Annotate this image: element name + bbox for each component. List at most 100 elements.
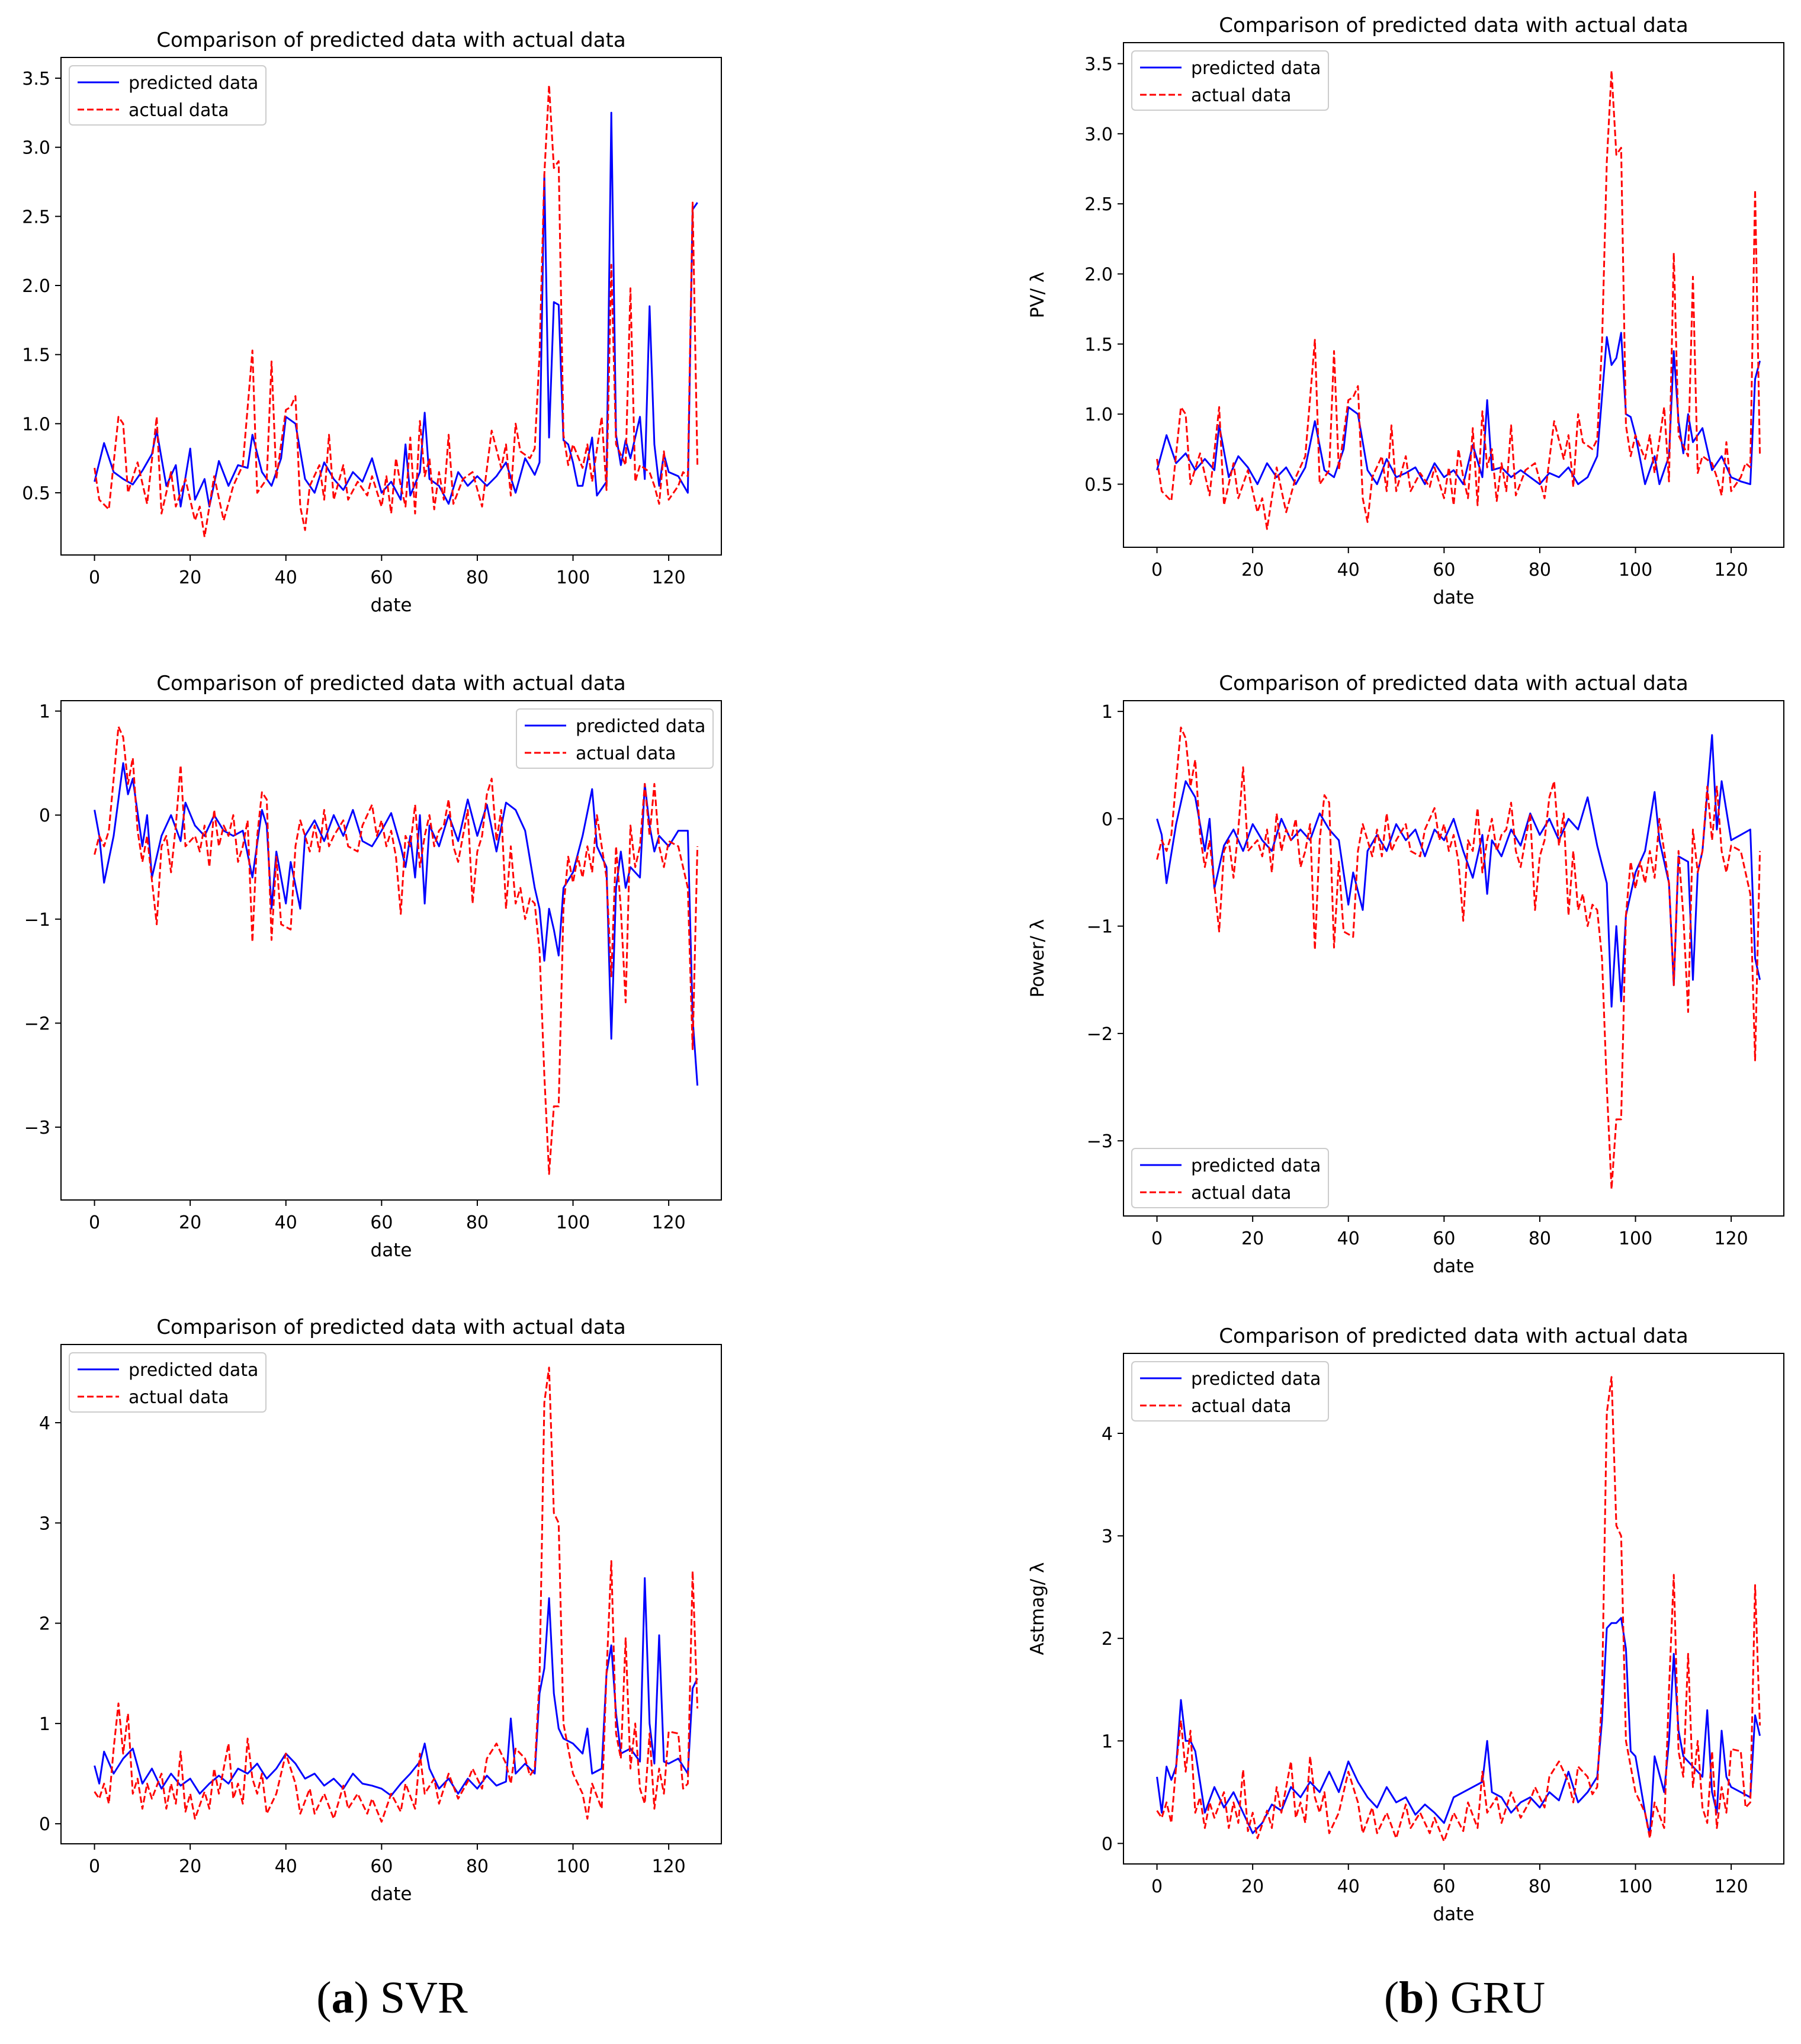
x-tick-label: 120 bbox=[651, 1856, 685, 1877]
x-tick-label: 80 bbox=[466, 567, 489, 588]
actual-data-line bbox=[94, 1366, 699, 1823]
y-tick-label: 2.0 bbox=[1084, 265, 1113, 285]
x-axis-label: date bbox=[371, 1240, 412, 1261]
x-tick-label: 40 bbox=[1337, 1876, 1360, 1897]
predicted-data-line bbox=[94, 762, 699, 1086]
legend: predicted data actual data bbox=[69, 65, 267, 126]
x-tick-label: 120 bbox=[1714, 1876, 1748, 1897]
x-tick-label: 80 bbox=[1529, 560, 1551, 580]
y-tick-label: 3 bbox=[39, 1513, 50, 1534]
x-tick-label: 20 bbox=[179, 1856, 201, 1877]
legend: predicted data actual data bbox=[1131, 1148, 1329, 1208]
legend-actual-label: actual data bbox=[1191, 85, 1291, 106]
y-tick-label: 2 bbox=[1102, 1629, 1113, 1650]
x-axis-label: date bbox=[371, 1883, 412, 1905]
y-tick-label: 1.5 bbox=[22, 345, 50, 366]
axes-frame bbox=[1123, 700, 1784, 1217]
legend-actual-label: actual data bbox=[1191, 1396, 1291, 1417]
y-tick-label: 2 bbox=[39, 1614, 50, 1635]
legend-actual-label: actual data bbox=[576, 743, 676, 764]
y-tick-label: 1.0 bbox=[1084, 405, 1113, 425]
x-tick-label: 20 bbox=[1241, 1228, 1264, 1249]
x-tick-label: 100 bbox=[1619, 1876, 1652, 1897]
caption-svr-name: SVR bbox=[380, 1973, 468, 2023]
y-tick-label: 2.5 bbox=[1084, 194, 1113, 215]
y-tick-label: 1.0 bbox=[22, 414, 50, 435]
caption-svr: (a) SVR bbox=[316, 1973, 468, 2023]
x-tick-label: 120 bbox=[1714, 560, 1748, 580]
axes-frame bbox=[60, 57, 722, 556]
x-tick-label: 80 bbox=[466, 1212, 489, 1233]
legend-predicted-label: predicted data bbox=[129, 73, 258, 94]
y-axis-label: Power/ λ bbox=[1027, 919, 1048, 997]
x-tick-label: 40 bbox=[275, 1856, 297, 1877]
y-tick-label: 3.0 bbox=[1084, 124, 1113, 145]
chart-title: Comparison of predicted data with actual… bbox=[156, 1315, 625, 1339]
y-axis-label: PV/ λ bbox=[1027, 272, 1048, 319]
x-tick-label: 80 bbox=[1529, 1876, 1551, 1897]
x-tick-label: 40 bbox=[275, 1212, 297, 1233]
chart-title: Comparison of predicted data with actual… bbox=[156, 28, 625, 52]
x-tick-label: 20 bbox=[179, 1212, 201, 1233]
x-tick-label: 80 bbox=[1529, 1228, 1551, 1249]
y-tick-label: −2 bbox=[1087, 1024, 1113, 1045]
chart-title: Comparison of predicted data with actual… bbox=[1219, 14, 1688, 37]
x-tick-label: 40 bbox=[1337, 1228, 1360, 1249]
x-tick-label: 100 bbox=[556, 567, 590, 588]
y-tick-label: 3.0 bbox=[22, 138, 50, 159]
y-tick-label: 1 bbox=[1102, 702, 1113, 723]
x-tick-label: 100 bbox=[556, 1856, 590, 1877]
x-tick-label: 100 bbox=[1619, 560, 1652, 580]
y-tick-label: 1.5 bbox=[1084, 335, 1113, 355]
x-tick-label: 0 bbox=[1151, 1228, 1163, 1249]
y-tick-label: −2 bbox=[24, 1013, 50, 1034]
actual-data-line bbox=[94, 84, 699, 538]
y-tick-label: 4 bbox=[39, 1413, 50, 1434]
actual-data-line bbox=[94, 726, 699, 1175]
x-tick-label: 100 bbox=[556, 1212, 590, 1233]
legend-actual-label: actual data bbox=[129, 1387, 229, 1408]
y-tick-label: 2.0 bbox=[22, 276, 50, 297]
legend: predicted data actual data bbox=[1131, 50, 1329, 111]
chart-gru-astmag: Comparison of predicted data with actual… bbox=[1027, 1324, 1784, 1925]
legend: predicted data actual data bbox=[1131, 1361, 1329, 1422]
x-axis-label: date bbox=[371, 595, 412, 616]
actual-data-line bbox=[1156, 726, 1761, 1191]
chart-svr-pv: Comparison of predicted data with actual… bbox=[22, 28, 722, 616]
chart-title: Comparison of predicted data with actual… bbox=[1219, 672, 1688, 695]
chart-title: Comparison of predicted data with actual… bbox=[156, 672, 625, 695]
y-tick-label: 3.5 bbox=[22, 69, 50, 89]
y-tick-label: 1 bbox=[39, 1714, 50, 1735]
y-tick-label: 4 bbox=[1102, 1424, 1113, 1445]
legend-predicted-label: predicted data bbox=[1191, 1156, 1321, 1176]
actual-data-line bbox=[1156, 69, 1761, 530]
x-tick-label: 0 bbox=[89, 567, 100, 588]
caption-gru: (b) GRU bbox=[1383, 1973, 1546, 2023]
axes-frame bbox=[60, 700, 722, 1201]
x-tick-label: 0 bbox=[89, 1856, 100, 1877]
x-tick-label: 60 bbox=[370, 567, 393, 588]
predicted-data-line bbox=[1156, 332, 1761, 485]
y-tick-label: 1 bbox=[1102, 1731, 1113, 1752]
y-axis-label: Astmag/ λ bbox=[1027, 1562, 1048, 1655]
chart-gru-pv: Comparison of predicted data with actual… bbox=[1027, 14, 1784, 608]
chart-gru-power: Comparison of predicted data with actual… bbox=[1027, 672, 1784, 1277]
chart-title: Comparison of predicted data with actual… bbox=[1219, 1324, 1688, 1348]
x-tick-label: 0 bbox=[1151, 560, 1163, 580]
legend-predicted-label: predicted data bbox=[576, 716, 705, 737]
x-tick-label: 60 bbox=[1433, 1876, 1455, 1897]
caption-svr-letter: a bbox=[331, 1973, 354, 2023]
legend-predicted-label: predicted data bbox=[1191, 58, 1321, 79]
x-axis-label: date bbox=[1433, 1904, 1475, 1925]
x-tick-label: 40 bbox=[1337, 560, 1360, 580]
x-tick-label: 120 bbox=[1714, 1228, 1748, 1249]
y-tick-label: 0 bbox=[1102, 809, 1113, 830]
y-tick-label: 3.5 bbox=[1084, 54, 1113, 75]
x-tick-label: 60 bbox=[370, 1212, 393, 1233]
axes-frame bbox=[60, 1344, 722, 1844]
x-tick-label: 40 bbox=[275, 567, 297, 588]
x-axis-label: date bbox=[1433, 1256, 1475, 1277]
y-tick-label: 3 bbox=[1102, 1526, 1113, 1547]
y-tick-label: −1 bbox=[1087, 917, 1113, 938]
